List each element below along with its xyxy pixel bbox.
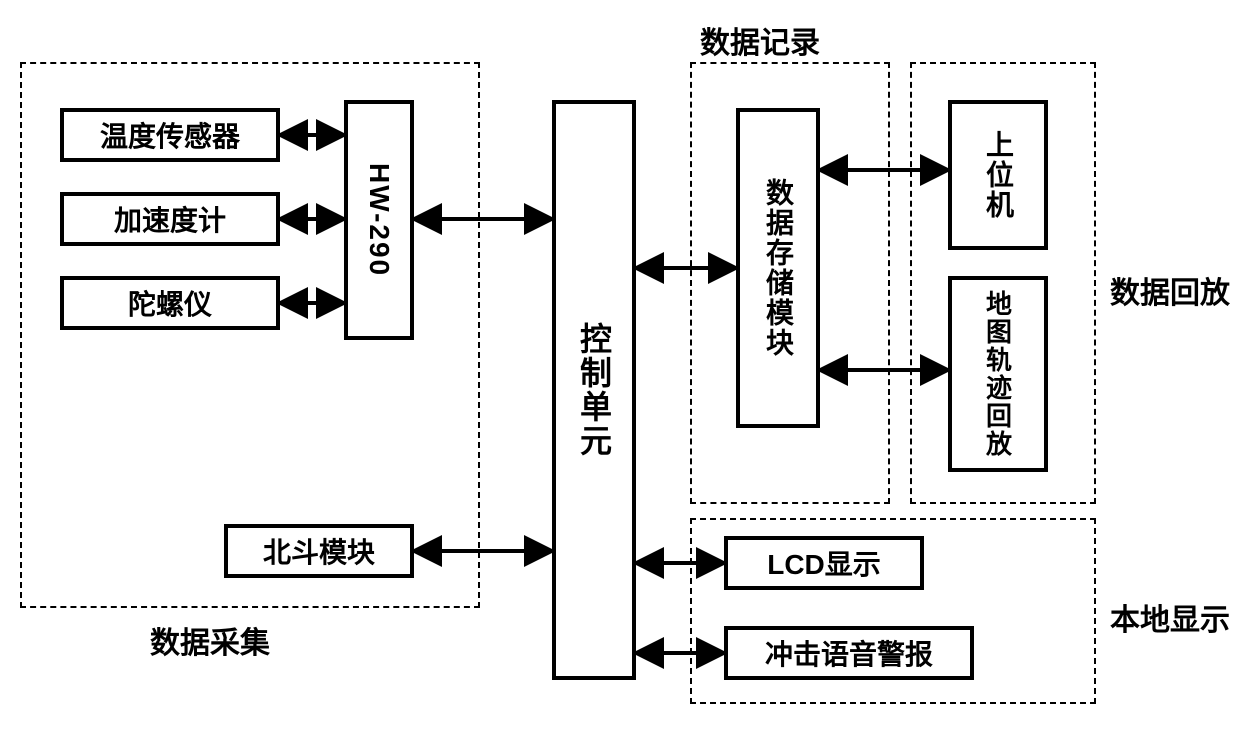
node-host-pc: 上位机 xyxy=(948,100,1048,250)
node-control-unit: 控制单元 xyxy=(552,100,636,680)
node-lcd: LCD显示 xyxy=(724,536,924,590)
label-data-collection: 数据采集 xyxy=(150,618,270,662)
node-gyroscope: 陀螺仪 xyxy=(60,276,280,330)
label-data-playback: 数据回放 xyxy=(1110,268,1230,312)
node-accelerometer: 加速度计 xyxy=(60,192,280,246)
node-label: 数据存储模块 xyxy=(758,178,798,358)
node-voice-alarm: 冲击语音警报 xyxy=(724,626,974,680)
node-hw290: HW-290 xyxy=(344,100,414,340)
node-label: LCD显示 xyxy=(767,543,881,583)
node-label: HW-290 xyxy=(363,163,395,277)
node-label: 陀螺仪 xyxy=(128,283,212,323)
node-data-storage: 数据存储模块 xyxy=(736,108,820,428)
node-label: 北斗模块 xyxy=(263,531,375,571)
label-data-record: 数据记录 xyxy=(700,18,820,62)
node-map-replay: 地图轨迹回放 xyxy=(948,276,1048,472)
node-label: 温度传感器 xyxy=(100,115,240,155)
node-label: 上位机 xyxy=(978,130,1018,220)
node-label: 控制单元 xyxy=(571,322,617,458)
node-beidou: 北斗模块 xyxy=(224,524,414,578)
label-local-display: 本地显示 xyxy=(1110,595,1230,639)
node-label: 地图轨迹回放 xyxy=(980,290,1017,458)
node-label: 冲击语音警报 xyxy=(765,633,933,673)
node-temp-sensor: 温度传感器 xyxy=(60,108,280,162)
node-label: 加速度计 xyxy=(114,199,226,239)
diagram-canvas: 数据采集 数据记录 数据回放 本地显示 温度传感器 加速度计 陀螺仪 HW-29… xyxy=(0,0,1240,742)
